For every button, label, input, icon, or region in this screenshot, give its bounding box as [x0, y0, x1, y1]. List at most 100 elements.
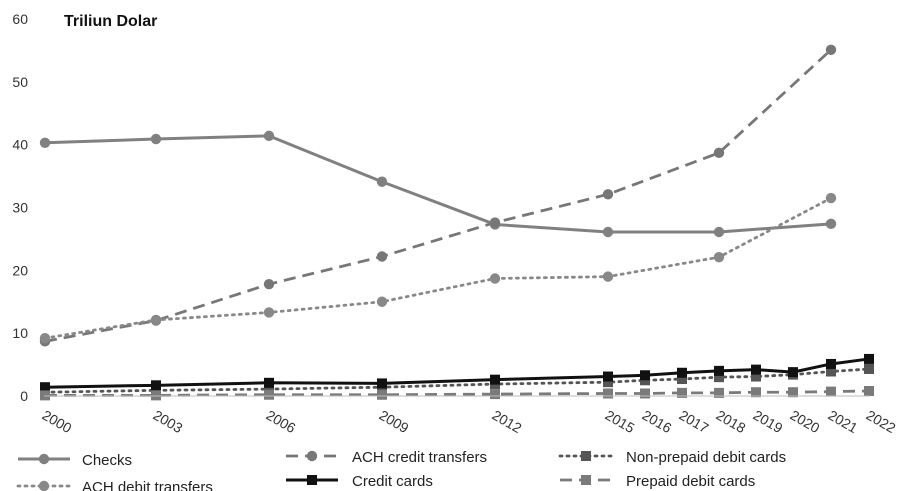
data-point	[377, 389, 387, 400]
data-point	[40, 390, 50, 401]
data-point	[751, 371, 761, 382]
legend-marker	[38, 480, 50, 491]
y-tick-label: 0	[20, 388, 28, 404]
data-point	[603, 371, 613, 382]
data-point	[603, 377, 613, 388]
legend-item: Checks	[18, 452, 132, 469]
data-point	[602, 271, 614, 282]
y-tick-label: 40	[12, 137, 28, 153]
legend-item: ACH debit transfers	[16, 479, 213, 491]
series-prepaid-debit-cards	[40, 385, 874, 401]
data-point	[751, 387, 761, 398]
data-point	[150, 133, 162, 145]
y-tick-label: 10	[12, 325, 28, 341]
x-tick-label: 2000	[40, 407, 75, 437]
data-point	[376, 296, 388, 307]
data-point	[677, 387, 687, 398]
x-tick-label: 2009	[377, 407, 412, 437]
data-point	[677, 367, 687, 378]
data-point	[714, 372, 724, 383]
data-point	[825, 218, 837, 230]
data-point	[714, 365, 724, 376]
data-point	[864, 363, 874, 374]
y-tick-label: 30	[12, 200, 28, 216]
data-point	[151, 385, 161, 396]
data-point	[714, 387, 724, 398]
data-point	[490, 374, 500, 385]
data-point	[677, 374, 687, 385]
data-point	[788, 367, 798, 378]
legend-label: Prepaid debit cards	[626, 473, 755, 490]
x-tick-label: 2018	[714, 407, 749, 437]
data-point	[713, 251, 725, 263]
series-checks	[39, 130, 837, 238]
legend-marker	[581, 451, 591, 461]
legend-label: Credit cards	[352, 473, 433, 490]
x-tick-label: 2015	[603, 407, 638, 437]
x-tick-label: 2012	[490, 407, 525, 437]
data-point	[864, 385, 874, 396]
data-point	[602, 189, 614, 200]
legend-label: ACH credit transfers	[352, 449, 487, 466]
data-point	[751, 364, 761, 375]
legend: Checks ACH credit transfers Non-prepaid de…	[16, 449, 786, 491]
legend-label: Checks	[82, 452, 132, 469]
data-point	[826, 386, 836, 397]
data-point	[826, 366, 836, 377]
data-point	[826, 358, 836, 369]
series-line	[45, 389, 870, 397]
series-line	[44, 48, 832, 343]
data-point	[264, 389, 274, 400]
x-tick-label: 2003	[151, 407, 186, 437]
data-point	[263, 307, 275, 318]
data-point	[825, 192, 837, 204]
series-ach-debit-transfers	[39, 192, 837, 344]
data-point	[713, 226, 725, 238]
series-line	[44, 357, 870, 389]
data-point	[377, 378, 387, 389]
legend-marker	[307, 475, 317, 485]
data-point	[151, 390, 161, 401]
data-point	[376, 251, 388, 262]
data-point	[640, 388, 650, 399]
x-tick-label: 2022	[864, 407, 899, 437]
data-point	[39, 332, 51, 344]
data-point	[864, 353, 874, 364]
data-point	[603, 388, 613, 399]
x-tick-label: 2016	[640, 407, 675, 437]
legend-item: Prepaid debit cards	[560, 473, 755, 490]
legend-label: Non-prepaid debit cards	[626, 449, 786, 466]
data-point	[376, 176, 388, 187]
data-point	[264, 377, 274, 388]
x-tick-label: 2020	[788, 407, 823, 437]
data-point	[490, 389, 500, 400]
data-point	[489, 217, 501, 228]
data-point	[264, 384, 274, 395]
y-tick-label: 50	[12, 74, 28, 90]
data-point	[39, 137, 51, 148]
series-line	[44, 134, 832, 234]
data-point	[40, 382, 50, 393]
data-point	[713, 147, 725, 159]
legend-item: ACH credit transfers	[286, 449, 487, 466]
data-point	[489, 273, 501, 284]
x-tick-label: 2021	[826, 407, 861, 437]
series-ach-credit-transfers	[39, 44, 837, 347]
plot-area	[39, 44, 874, 401]
data-point	[640, 375, 650, 386]
legend-marker	[306, 450, 318, 462]
legend-item: Non-prepaid debit cards	[558, 449, 786, 466]
data-point	[263, 278, 275, 290]
x-tick-label: 2019	[751, 407, 786, 437]
data-point	[825, 44, 837, 55]
legend-marker	[581, 475, 591, 485]
x-tick-label: 2017	[677, 407, 712, 437]
data-point	[640, 370, 650, 381]
y-tick-label: 60	[12, 11, 28, 27]
data-point	[151, 380, 161, 391]
data-point	[263, 130, 275, 142]
data-point	[602, 226, 614, 238]
